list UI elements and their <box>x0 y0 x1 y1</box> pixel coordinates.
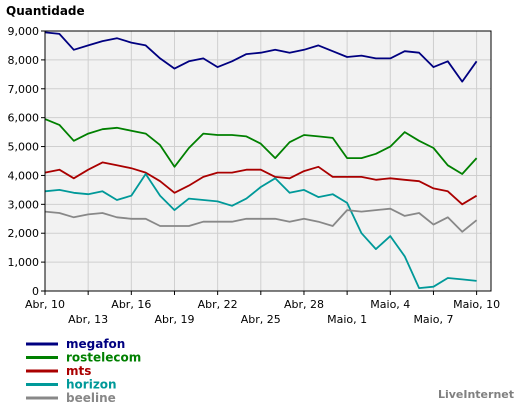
series-line-mts <box>44 161 478 206</box>
y-tick-label: 3,000 <box>8 198 40 211</box>
y-tick-label: 5,000 <box>8 141 40 154</box>
x-tick-label: Maio, 7 <box>413 313 453 326</box>
y-tick-label: 2,000 <box>8 227 40 240</box>
brand-label: LiveInternet <box>438 388 514 401</box>
y-tick-label: 9,000 <box>8 25 40 38</box>
plot-area <box>45 31 491 291</box>
x-tick-label: Abr, 19 <box>154 313 194 326</box>
series-line-megafon <box>44 31 478 83</box>
series-line-beeline <box>44 207 478 233</box>
x-tick-label: Maio, 4 <box>370 298 410 311</box>
legend-label-beeline: beeline <box>66 391 116 405</box>
x-tick-label: Maio, 1 <box>327 313 367 326</box>
y-axis-title: Quantidade <box>6 4 85 18</box>
series-lines <box>44 31 478 290</box>
y-tick-label: 8,000 <box>8 54 40 67</box>
x-tick-label: Abr, 22 <box>198 298 238 311</box>
x-tick-label: Abr, 16 <box>111 298 151 311</box>
plot-frame <box>44 30 492 292</box>
y-axis-ticks: 0 1,000 2,000 3,000 4,000 5,000 6,000 7,000 8,00… <box>8 25 45 298</box>
y-tick-label: 4,000 <box>8 169 40 182</box>
legend-label-megafon: megafon <box>66 337 125 351</box>
y-tick-label: 6,000 <box>8 112 40 125</box>
y-tick-label: 7,000 <box>8 83 40 96</box>
x-tick-label: Abr, 25 <box>241 313 281 326</box>
grid-lines <box>45 31 491 291</box>
legend-label-horizon: horizon <box>66 378 117 392</box>
legend-label-rostelecom: rostelecom <box>66 351 141 365</box>
x-tick-label: Abr, 13 <box>68 313 108 326</box>
x-tick-label: Abr, 28 <box>284 298 324 311</box>
series-line-horizon <box>44 173 477 290</box>
legend-label-mts: mts <box>66 364 91 378</box>
y-tick-label: 1,000 <box>8 256 40 269</box>
y-tick-label: 0 <box>32 285 39 298</box>
series-line-rostelecom <box>44 118 478 175</box>
x-tick-label: Abr, 10 <box>25 298 65 311</box>
x-tick-label: Maio, 10 <box>453 298 500 311</box>
